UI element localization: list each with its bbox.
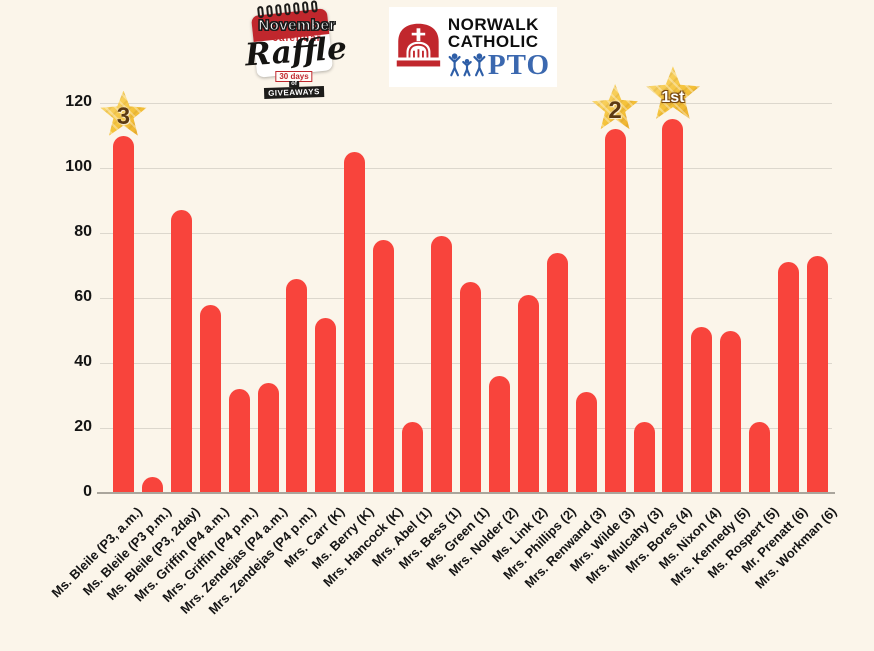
gridline: [100, 168, 832, 169]
chart-bar: [778, 262, 800, 493]
chart-bar: [431, 236, 453, 493]
gridline: [100, 233, 832, 234]
chart-bar: [199, 304, 221, 493]
logo-calendar-text: calendar: [272, 33, 322, 44]
logo-pto-text: PTO: [487, 49, 550, 82]
chart-bar: [546, 252, 568, 493]
chart-bar: [575, 392, 597, 493]
chart-bar: [807, 255, 829, 493]
y-axis-tick-label: 0: [83, 483, 92, 500]
chart-bar: [257, 382, 279, 493]
gridline: [100, 103, 832, 104]
family-icon: [448, 53, 486, 77]
norwalk-catholic-pto-logo: NORWALK CATHOLIC: [389, 7, 557, 87]
chart-bar: [720, 330, 742, 493]
chart-bar: [228, 389, 250, 493]
chart-bar: [402, 421, 424, 493]
y-axis-tick-label: 100: [65, 158, 92, 175]
chart-bar: [373, 239, 395, 493]
chart-bar: [749, 421, 771, 493]
y-axis-tick-label: 120: [65, 93, 92, 110]
november-calendar-raffle-logo: November calendar Raffle 30 days of GIVE…: [228, 0, 360, 100]
rank-star-label: 2: [608, 96, 622, 124]
chart-bar: [112, 135, 134, 493]
chart-bar: [315, 317, 337, 493]
chart-bar: [604, 129, 626, 493]
logo-november-text: November: [258, 17, 336, 35]
y-axis-tick-label: 20: [74, 418, 92, 435]
y-axis-tick-label: 40: [74, 353, 92, 370]
rank-star-badge: 2: [591, 84, 639, 132]
logo-catholic-text: CATHOLIC: [447, 32, 539, 51]
chart-bar: [662, 119, 684, 493]
chart-bar: [286, 278, 308, 493]
chart-bar: [344, 151, 366, 493]
chart-bar: [460, 281, 481, 493]
rank-star-label: 1st: [661, 88, 685, 106]
chart-bar: [170, 210, 192, 493]
chart-bar: [633, 421, 655, 493]
cathedral-dome-icon: [396, 23, 441, 67]
y-axis-tick-label: 80: [74, 223, 92, 240]
x-axis-line: [97, 492, 835, 494]
logo-of-badge: of: [289, 81, 299, 87]
chart-bar: [488, 376, 510, 493]
logo-norwalk-text: NORWALK: [447, 14, 539, 34]
y-axis-tick-label: 60: [74, 288, 92, 305]
chart-bar: [517, 294, 539, 493]
chart-bar: [691, 327, 713, 493]
rank-star-badge: 1st: [645, 66, 701, 122]
rank-star-label: 3: [116, 103, 131, 131]
chart-bar: [141, 476, 163, 493]
rank-star-badge: 3: [99, 90, 147, 139]
